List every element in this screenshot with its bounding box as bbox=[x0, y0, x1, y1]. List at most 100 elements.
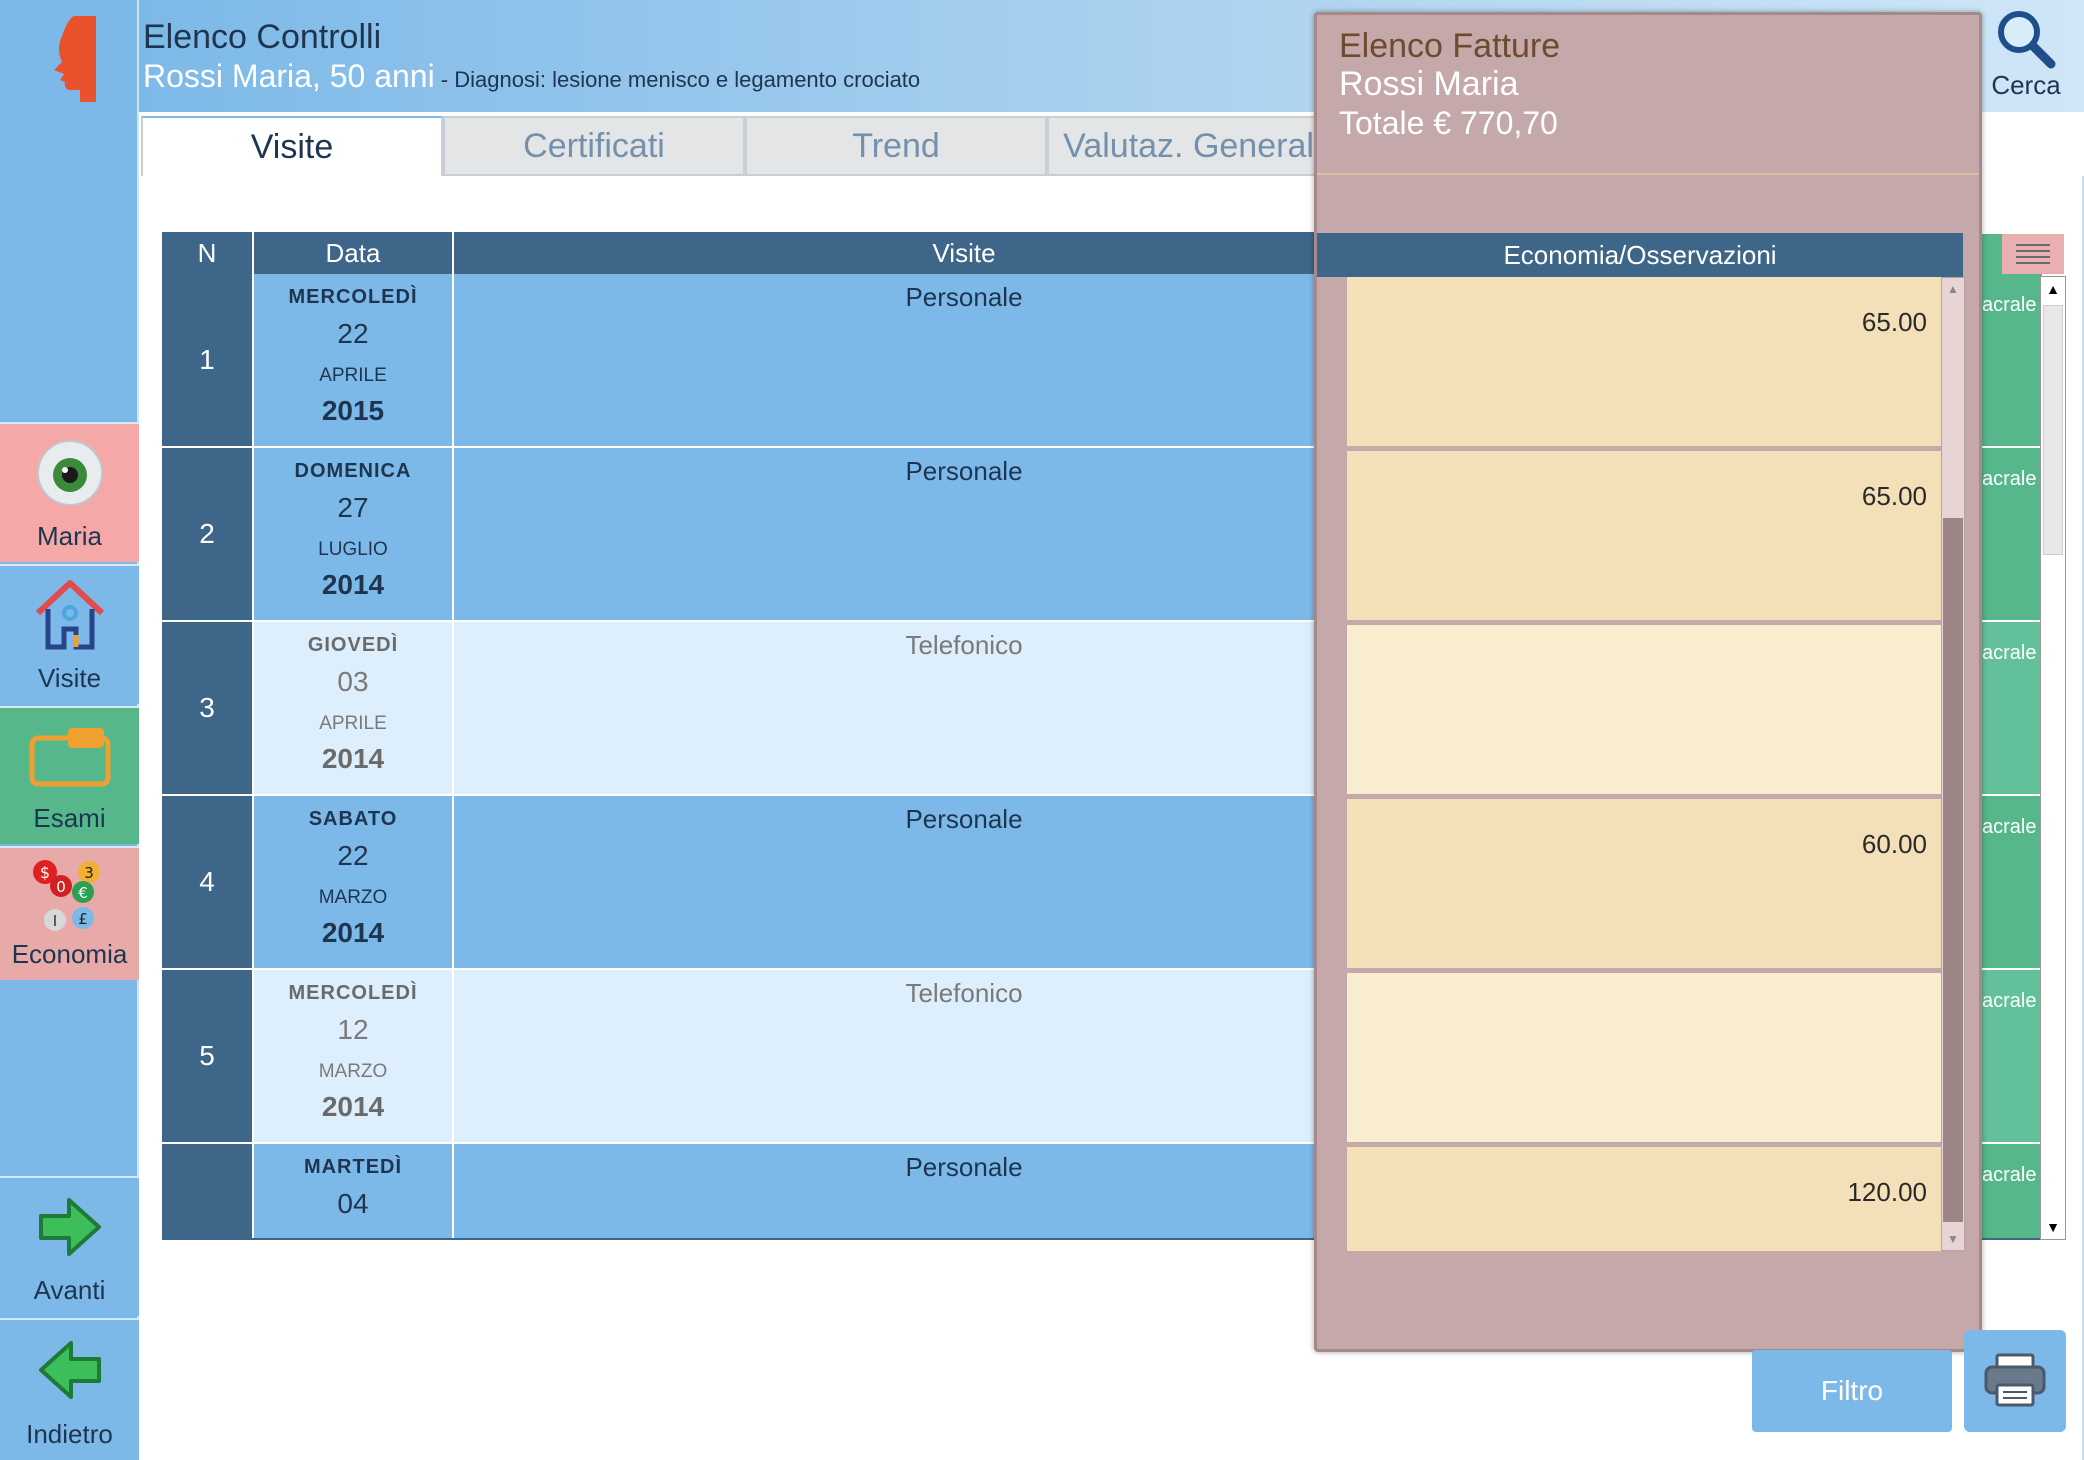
row-visit-type: Telefonico bbox=[454, 622, 1474, 794]
green-column-header bbox=[1978, 234, 2002, 274]
scrollbar-thumb[interactable] bbox=[1943, 518, 1963, 1222]
sidebar-item-indietro[interactable]: Indietro bbox=[0, 1318, 139, 1460]
invoice-row[interactable]: 60.00 bbox=[1347, 799, 1941, 971]
tab-visite[interactable]: Visite bbox=[141, 116, 443, 176]
sidebar-item-avanti[interactable]: Avanti bbox=[0, 1176, 139, 1316]
sidebar-item-label: Visite bbox=[37, 663, 102, 693]
row-month: APRILE bbox=[319, 365, 387, 386]
row-side-label: acrale bbox=[1982, 448, 2042, 620]
scroll-down-arrow-icon[interactable]: ▼ bbox=[2046, 1219, 2060, 1235]
table-row[interactable]: 1 MERCOLEDÌ 22 APRILE 2015 Personale acr… bbox=[162, 274, 2062, 446]
scroll-up-arrow-icon[interactable]: ▲ bbox=[2046, 281, 2060, 297]
folder-icon bbox=[29, 727, 110, 786]
popover-total: Totale € 770,70 bbox=[1339, 105, 1558, 141]
row-side-label: acrale bbox=[1982, 970, 2042, 1142]
row-weekday: MERCOLEDÌ bbox=[288, 286, 418, 308]
list-menu-icon bbox=[2016, 244, 2050, 264]
visits-table: 1 MERCOLEDÌ 22 APRILE 2015 Personale acr… bbox=[162, 274, 2062, 1240]
row-date: MARTEDÌ 04 bbox=[254, 1144, 454, 1238]
row-day: 22 bbox=[337, 318, 369, 349]
row-weekday: MARTEDÌ bbox=[303, 1156, 403, 1178]
scroll-up-arrow-icon[interactable]: ▲ bbox=[1947, 282, 1959, 296]
row-side-label: acrale bbox=[1982, 274, 2042, 446]
row-weekday: MERCOLEDÌ bbox=[288, 982, 418, 1004]
svg-text:3: 3 bbox=[84, 864, 94, 882]
invoice-row[interactable] bbox=[1347, 973, 1941, 1145]
table-row[interactable]: 2 DOMENICA 27 LUGLIO 2014 Personale acra… bbox=[162, 448, 2062, 620]
patient-subtitle: Rossi Maria, 50 anni - Diagnosi: lesione… bbox=[143, 58, 920, 95]
filter-button[interactable]: Filtro bbox=[1752, 1350, 1952, 1432]
row-month: LUGLIO bbox=[318, 539, 388, 560]
row-date: SABATO 22 MARZO 2014 bbox=[254, 796, 454, 968]
arrow-left-icon bbox=[38, 1340, 101, 1399]
row-number: 4 bbox=[162, 796, 254, 968]
tab-certificati[interactable]: Certificati bbox=[443, 116, 745, 176]
row-day: 03 bbox=[337, 666, 369, 697]
row-date: MERCOLEDÌ 22 APRILE 2015 bbox=[254, 274, 454, 446]
svg-text:£: £ bbox=[78, 910, 88, 928]
invoice-row[interactable]: 120.00 bbox=[1347, 1147, 1941, 1251]
table-row[interactable]: 6 MARTEDÌ 04 Personale acrale bbox=[162, 1144, 2062, 1238]
row-day: 22 bbox=[337, 840, 369, 871]
sidebar-item-economia[interactable]: $ 0 3 € I £ Economia bbox=[0, 846, 139, 980]
patient-name: Rossi Maria, 50 anni bbox=[143, 58, 435, 94]
row-visit-type: Telefonico bbox=[454, 970, 1474, 1142]
print-button[interactable] bbox=[1964, 1330, 2066, 1432]
search-label: Cerca bbox=[1991, 70, 2061, 100]
row-day: 12 bbox=[337, 1014, 369, 1045]
eye-icon bbox=[36, 439, 103, 506]
row-date: MERCOLEDÌ 12 MARZO 2014 bbox=[254, 970, 454, 1142]
row-month: MARZO bbox=[318, 887, 388, 908]
row-date: GIOVEDÌ 03 APRILE 2014 bbox=[254, 622, 454, 794]
row-day: 04 bbox=[337, 1188, 369, 1219]
table-row[interactable]: 3 GIOVEDÌ 03 APRILE 2014 Telefonico acra… bbox=[162, 622, 2062, 794]
invoice-scrollbar[interactable]: ▲ ▼ bbox=[1941, 277, 1965, 1251]
invoice-row[interactable] bbox=[1347, 625, 1941, 797]
sidebar-item-esami[interactable]: Esami bbox=[0, 706, 139, 844]
table-row[interactable]: 5 MERCOLEDÌ 12 MARZO 2014 Telefonico acr… bbox=[162, 970, 2062, 1142]
row-year: 2014 bbox=[321, 743, 385, 774]
search-button[interactable]: Cerca bbox=[1976, 8, 2076, 108]
row-year: 2014 bbox=[321, 569, 385, 600]
sidebar-item-maria[interactable]: Maria bbox=[0, 422, 139, 562]
row-side-label: acrale bbox=[1982, 796, 2042, 968]
column-header-data: Data bbox=[254, 232, 454, 274]
row-number: 3 bbox=[162, 622, 254, 794]
tab-valutazione-generale[interactable]: Valutaz. Generale bbox=[1047, 116, 1349, 176]
sidebar-item-visite[interactable]: Visite bbox=[0, 564, 139, 704]
row-date: DOMENICA 27 LUGLIO 2014 bbox=[254, 448, 454, 620]
scroll-down-arrow-icon[interactable]: ▼ bbox=[1947, 1232, 1959, 1246]
sidebar: Maria Visite Esami $ 0 3 bbox=[0, 0, 139, 1460]
tab-trend[interactable]: Trend bbox=[745, 116, 1047, 176]
page-title: Elenco Controlli bbox=[143, 18, 382, 56]
row-month: MARZO bbox=[318, 1061, 388, 1082]
row-side-label: acrale bbox=[1982, 622, 2042, 794]
currency-coins-icon: $ 0 3 € I £ bbox=[32, 859, 100, 931]
scrollbar-thumb[interactable] bbox=[2043, 305, 2063, 555]
arrow-right-icon bbox=[38, 1197, 101, 1256]
row-visit-type: Personale bbox=[454, 274, 1474, 446]
popover-patient-name: Rossi Maria bbox=[1339, 65, 1519, 103]
svg-text:$: $ bbox=[39, 863, 49, 882]
sidebar-item-label: Economia bbox=[11, 939, 128, 969]
row-weekday: SABATO bbox=[308, 808, 398, 830]
sidebar-item-label: Maria bbox=[36, 521, 102, 551]
column-header-n: N bbox=[162, 232, 254, 274]
table-row[interactable]: 4 SABATO 22 MARZO 2014 Personale acrale bbox=[162, 796, 2062, 968]
row-number: 1 bbox=[162, 274, 254, 446]
invoice-row[interactable]: 65.00 bbox=[1347, 451, 1941, 623]
row-number: 6 bbox=[162, 1144, 254, 1238]
row-month: APRILE bbox=[319, 713, 387, 734]
search-icon bbox=[1998, 11, 2056, 69]
row-weekday: DOMENICA bbox=[294, 460, 412, 482]
column-menu-button[interactable] bbox=[2002, 234, 2064, 274]
diagnosis-text: - Diagnosi: lesione menisco e legamento … bbox=[434, 67, 921, 92]
invoice-row[interactable]: 65.00 bbox=[1347, 277, 1941, 449]
column-header-economia: Economia/Osservazioni bbox=[1317, 233, 1963, 277]
table-scrollbar[interactable]: ▲ ▼ bbox=[2040, 276, 2066, 1240]
row-visit-type: Personale bbox=[454, 796, 1474, 968]
row-number: 5 bbox=[162, 970, 254, 1142]
row-year: 2015 bbox=[321, 395, 385, 426]
svg-text:I: I bbox=[52, 912, 56, 930]
row-weekday: GIOVEDÌ bbox=[307, 634, 399, 656]
